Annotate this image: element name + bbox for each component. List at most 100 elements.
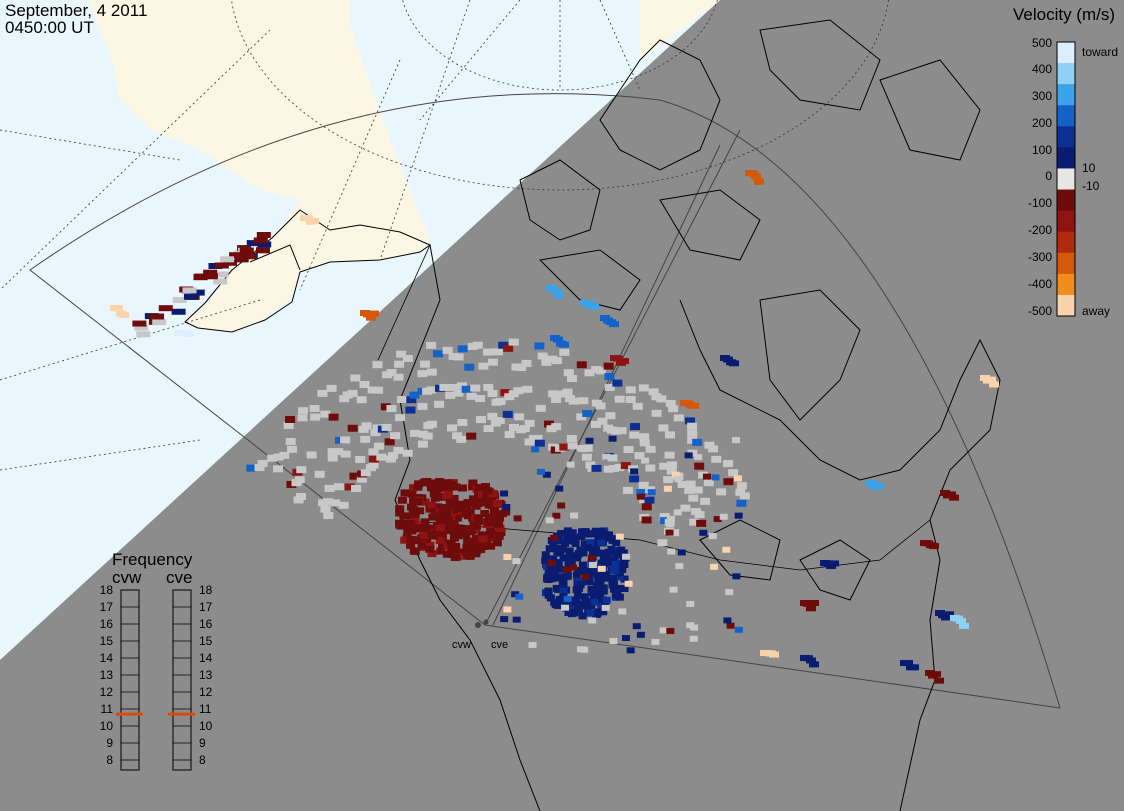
scatter-cell — [471, 546, 481, 554]
scatter-cell — [366, 314, 376, 321]
scatter-cell — [543, 420, 554, 428]
scatter-cell — [567, 442, 578, 450]
scatter-cell — [492, 499, 502, 507]
scatter-cell — [406, 541, 416, 549]
colorbar-segment — [1057, 84, 1075, 106]
scatter-cell — [594, 608, 603, 616]
scatter-cell — [436, 547, 446, 555]
scatter-cell — [806, 657, 816, 664]
scatter-cell — [675, 563, 684, 570]
colorbar-tick-label: 300 — [1032, 89, 1052, 103]
scatter-cell — [384, 438, 395, 446]
frequency-level-label-left: 13 — [100, 668, 114, 682]
scatter-cell — [438, 508, 448, 516]
scatter-cell — [545, 545, 554, 553]
scatter-cell — [577, 646, 586, 653]
station-cve-marker — [483, 619, 489, 625]
scatter-cell — [514, 413, 525, 421]
scatter-cell — [500, 490, 509, 497]
scatter-cell — [686, 600, 695, 607]
scatter-cell — [445, 499, 455, 507]
scatter-cell — [158, 305, 173, 312]
scatter-cell — [684, 486, 695, 494]
scatter-cell — [618, 566, 627, 574]
scatter-cell — [583, 602, 592, 610]
scatter-cell — [710, 563, 719, 570]
scatter-cell — [607, 454, 618, 462]
scatter-cell — [677, 481, 688, 489]
scatter-cell — [608, 435, 617, 442]
scatter-cell — [480, 510, 490, 518]
scatter-cell — [686, 622, 695, 629]
scatter-cell — [306, 451, 317, 459]
colorbar-toward-label: toward — [1082, 45, 1118, 59]
scatter-cell — [295, 492, 306, 500]
scatter-cell — [473, 539, 483, 547]
scatter-cell — [303, 215, 313, 222]
frequency-grid: 18 18 17 17 16 16 15 15 14 14 13 13 12 12 11 11 10 10 9 9 8 8 — [100, 583, 213, 771]
scatter-cell — [687, 429, 698, 437]
scatter-cell — [339, 395, 350, 403]
scatter-cell — [644, 496, 655, 504]
scatter-cell — [578, 561, 587, 569]
scatter-cell — [513, 387, 524, 395]
scatter-cell — [351, 484, 362, 492]
scatter-cell — [515, 593, 524, 600]
scatter-cell — [666, 627, 675, 634]
scatter-cell — [409, 391, 420, 399]
scatter-cell — [426, 420, 437, 428]
scatter-cell — [687, 436, 698, 444]
scatter-cell — [537, 352, 548, 360]
scatter-cell — [544, 571, 553, 579]
scatter-cell — [402, 449, 413, 457]
radar-scatter — [110, 170, 999, 684]
scatter-cell — [483, 383, 494, 391]
scatter-cell — [576, 413, 587, 421]
scatter-cell — [457, 345, 468, 353]
scatter-cell — [459, 548, 469, 556]
scatter-cell — [452, 432, 463, 440]
scatter-cell — [588, 562, 597, 569]
scatter-cell — [588, 617, 597, 624]
frequency-level-label-right: 10 — [199, 719, 213, 733]
scatter-cell — [417, 440, 428, 448]
colorbar-segment — [1057, 105, 1075, 127]
scatter-cell — [437, 532, 447, 540]
scatter-cell — [503, 554, 512, 561]
scatter-cell — [483, 425, 494, 433]
scatter-cell — [584, 369, 595, 377]
scatter-cell — [634, 452, 645, 460]
scatter-cell — [590, 420, 601, 428]
scatter-cell — [562, 388, 573, 396]
scatter-cell — [573, 552, 582, 559]
scatter-cell — [603, 559, 612, 567]
scatter-cell — [609, 566, 618, 574]
scatter-cell — [564, 608, 573, 616]
scatter-cell — [584, 544, 593, 552]
scatter-cell — [464, 542, 474, 550]
scatter-cell — [702, 473, 711, 480]
scatter-cell — [667, 548, 676, 555]
scatter-cell — [555, 485, 564, 492]
scatter-cell — [449, 521, 459, 529]
scatter-cell — [728, 469, 739, 477]
scatter-cell — [699, 529, 708, 536]
scatter-cell — [484, 513, 494, 521]
colorbar-tick-label: 400 — [1032, 62, 1052, 76]
scatter-cell — [725, 589, 734, 596]
scatter-cell — [559, 443, 570, 451]
day-ocean — [0, 0, 720, 660]
scatter-cell — [959, 622, 969, 629]
colorbar-segment — [1057, 273, 1075, 296]
scatter-cell — [431, 492, 441, 500]
scatter-cell — [471, 534, 481, 542]
scatter-cell — [550, 534, 559, 541]
scatter-cell — [503, 606, 512, 613]
frequency-title: Frequency — [112, 550, 193, 569]
scatter-cell — [420, 498, 430, 506]
scatter-cell — [684, 417, 695, 425]
scatter-cell — [608, 574, 617, 582]
scatter-cell — [578, 528, 587, 535]
scatter-cell — [602, 596, 611, 604]
scatter-cell — [406, 396, 417, 404]
